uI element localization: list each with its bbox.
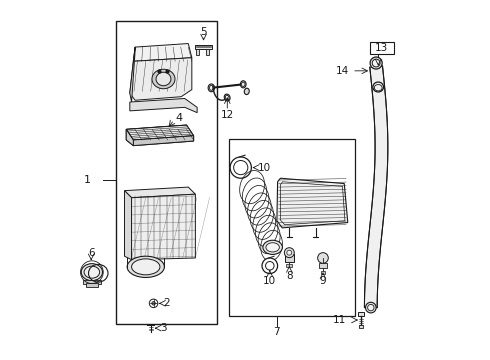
Ellipse shape — [241, 81, 246, 88]
Polygon shape — [126, 129, 133, 145]
Ellipse shape — [225, 95, 229, 100]
Circle shape — [149, 299, 158, 307]
Polygon shape — [130, 47, 135, 102]
Ellipse shape — [266, 243, 279, 252]
Bar — [206, 49, 209, 55]
Circle shape — [284, 248, 294, 258]
Ellipse shape — [156, 72, 171, 86]
Bar — [321, 271, 325, 274]
Text: 1: 1 — [84, 175, 91, 185]
Polygon shape — [132, 194, 196, 260]
Ellipse shape — [370, 57, 382, 69]
Bar — [319, 262, 326, 267]
Circle shape — [266, 261, 274, 270]
Ellipse shape — [132, 259, 160, 275]
Ellipse shape — [263, 240, 282, 255]
Bar — [196, 49, 199, 55]
Polygon shape — [130, 58, 192, 100]
Ellipse shape — [245, 88, 249, 95]
Ellipse shape — [84, 266, 99, 278]
Text: 6: 6 — [88, 248, 95, 258]
Polygon shape — [124, 191, 132, 260]
Polygon shape — [365, 66, 388, 308]
Text: 5: 5 — [200, 27, 207, 37]
Ellipse shape — [224, 94, 230, 101]
Bar — [195, 45, 212, 49]
Polygon shape — [126, 125, 194, 140]
Bar — [358, 312, 364, 316]
Polygon shape — [124, 187, 196, 198]
Bar — [359, 325, 364, 328]
Text: 10: 10 — [263, 276, 276, 286]
Text: 7: 7 — [273, 327, 280, 337]
Circle shape — [230, 157, 251, 178]
Bar — [287, 264, 292, 267]
Polygon shape — [126, 125, 194, 145]
Ellipse shape — [366, 302, 376, 313]
Text: 9: 9 — [319, 276, 326, 286]
Bar — [85, 283, 98, 287]
Circle shape — [318, 253, 328, 263]
Ellipse shape — [372, 59, 380, 67]
Ellipse shape — [152, 69, 175, 89]
Ellipse shape — [208, 84, 215, 92]
Circle shape — [262, 258, 278, 274]
Polygon shape — [133, 136, 194, 145]
Ellipse shape — [210, 85, 213, 90]
Text: 2: 2 — [164, 298, 170, 309]
Polygon shape — [277, 178, 348, 228]
Text: 3: 3 — [160, 323, 167, 333]
Ellipse shape — [127, 256, 164, 278]
Text: 8: 8 — [286, 271, 293, 281]
Ellipse shape — [242, 82, 245, 86]
Bar — [83, 280, 101, 284]
Text: 14: 14 — [336, 66, 349, 76]
Text: 11: 11 — [332, 315, 345, 325]
Circle shape — [287, 250, 292, 255]
Bar — [229, 139, 355, 316]
Bar — [285, 255, 294, 261]
Circle shape — [152, 302, 155, 305]
Bar — [116, 21, 217, 324]
Polygon shape — [130, 99, 197, 113]
Text: 4: 4 — [175, 113, 182, 123]
Polygon shape — [133, 44, 192, 61]
Circle shape — [234, 161, 248, 175]
Ellipse shape — [81, 264, 102, 281]
Text: 13: 13 — [375, 43, 389, 53]
Bar — [370, 42, 394, 54]
Text: 12: 12 — [220, 111, 234, 121]
Ellipse shape — [368, 305, 374, 311]
Text: 10: 10 — [258, 163, 271, 172]
